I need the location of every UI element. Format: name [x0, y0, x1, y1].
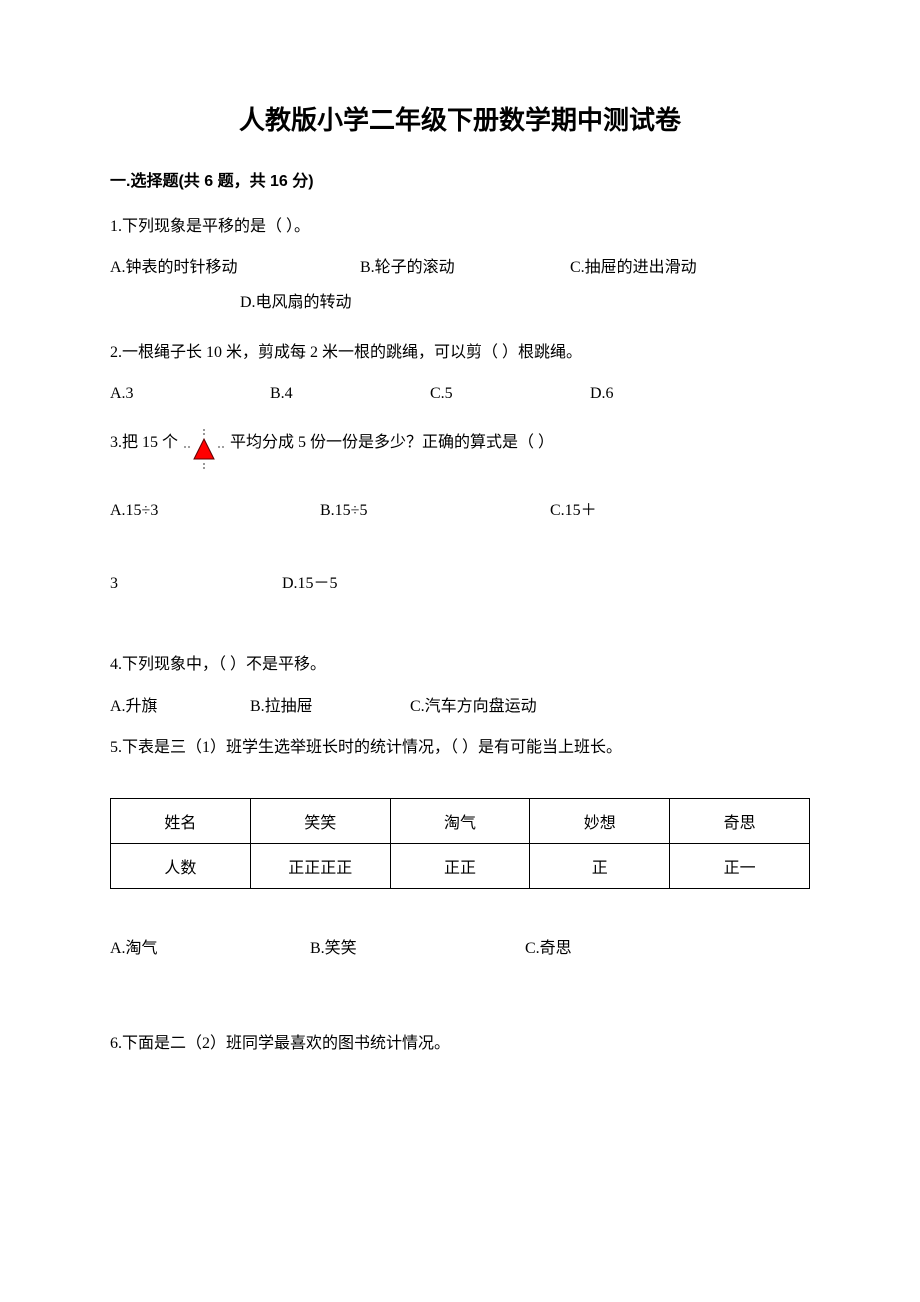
table-cell: 正一 [670, 843, 810, 888]
table-cell: 正正正正 [250, 843, 390, 888]
q2-option-a: A.3 [110, 376, 270, 411]
question-4-options: A.升旗 B.拉抽屉 C.汽车方向盘运动 [110, 689, 810, 724]
q3-option-d: D.15－5 [282, 566, 810, 601]
table-cell: 妙想 [530, 798, 670, 843]
table-row: 人数 正正正正 正正 正 正一 [111, 843, 810, 888]
table-cell: 正 [530, 843, 670, 888]
q1-option-a: A.钟表的时针移动 [110, 250, 360, 285]
question-5-options: A.淘气 B.笑笑 C.奇思 [110, 931, 810, 966]
table-cell: 人数 [111, 843, 251, 888]
q4-option-c: C.汽车方向盘运动 [410, 689, 810, 724]
question-4-text: 4.下列现象中，（ ）不是平移。 [110, 647, 810, 682]
triangle-icon [182, 427, 226, 471]
table-cell: 淘气 [390, 798, 530, 843]
table-cell: 笑笑 [250, 798, 390, 843]
q1-option-c: C.抽屉的进出滑动 [570, 250, 810, 285]
question-6-text: 6.下面是二（2）班同学最喜欢的图书统计情况。 [110, 1026, 810, 1061]
question-1-options: A.钟表的时针移动 B.轮子的滚动 C.抽屉的进出滑动 D.电风扇的转动 [110, 250, 810, 320]
q3-option-b: B.15÷5 [320, 493, 550, 528]
question-1-text: 1.下列现象是平移的是（ ）。 [110, 209, 810, 244]
question-2-options: A.3 B.4 C.5 D.6 [110, 376, 810, 411]
section-header: 一.选择题(共 6 题，共 16 分) [110, 167, 810, 191]
question-2-text: 2.一根绳子长 10 米，剪成每 2 米一根的跳绳，可以剪（ ）根跳绳。 [110, 335, 810, 370]
table-cell: 奇思 [670, 798, 810, 843]
table-row: 姓名 笑笑 淘气 妙想 奇思 [111, 798, 810, 843]
q5-option-c: C.奇思 [525, 931, 810, 966]
q4-option-b: B.拉抽屉 [250, 689, 410, 724]
q2-option-c: C.5 [430, 376, 590, 411]
q2-option-d: D.6 [590, 376, 810, 411]
table-cell: 姓名 [111, 798, 251, 843]
election-table: 姓名 笑笑 淘气 妙想 奇思 人数 正正正正 正正 正 正一 [110, 798, 810, 889]
q5-option-b: B.笑笑 [310, 931, 525, 966]
q5-option-a: A.淘气 [110, 931, 310, 966]
q4-option-a: A.升旗 [110, 689, 250, 724]
question-5-text: 5.下表是三（1）班学生选举班长时的统计情况，（ ）是有可能当上班长。 [110, 728, 810, 768]
q3-option-three: 3 [110, 566, 282, 601]
page-title: 人教版小学二年级下册数学期中测试卷 [110, 100, 810, 137]
q3-option-c: C.15＋ [550, 493, 810, 528]
question-3: 3.把 15 个 平均分成 5 份一份是多少？正确的算式是（ ） A.15÷3 … [110, 425, 810, 601]
q3-suffix: 平均分成 5 份一份是多少？正确的算式是（ ） [230, 425, 554, 460]
table-cell: 正正 [390, 843, 530, 888]
q3-option-a: A.15÷3 [110, 493, 320, 528]
q1-option-b: B.轮子的滚动 [360, 250, 570, 285]
q1-option-d: D.电风扇的转动 [110, 285, 810, 320]
q2-option-b: B.4 [270, 376, 430, 411]
q3-prefix: 3.把 15 个 [110, 425, 178, 460]
